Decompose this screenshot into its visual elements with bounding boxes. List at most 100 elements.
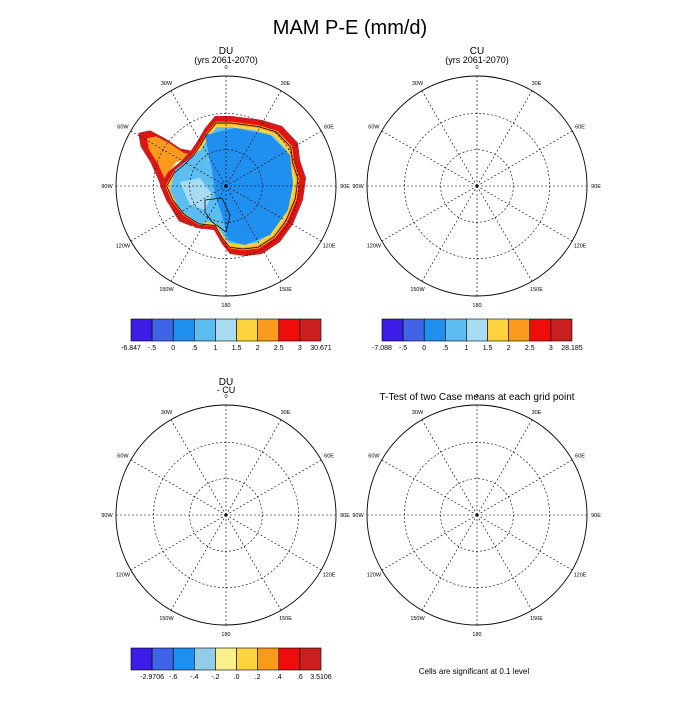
colorbar-swatch <box>299 318 322 342</box>
colorbar-swatch <box>508 318 531 342</box>
lon-label: 30W <box>161 410 173 416</box>
meridian-line <box>421 185 478 282</box>
colorbar: -6.847 -.5 0 .5 1 1.5 2 2.5 3 30.671 <box>121 318 332 352</box>
colorbar-swatch <box>257 318 280 342</box>
lon-label: 150W <box>410 616 425 622</box>
colorbar-label: -7.088 <box>372 345 392 352</box>
lon-label: 60E <box>324 125 334 131</box>
lon-label: 30W <box>161 81 173 87</box>
panel-subtitle: (yrs 2061-2070) <box>194 55 258 65</box>
colorbar-swatch <box>278 318 301 342</box>
meridian-line <box>476 514 573 571</box>
lon-label: 30W <box>412 81 424 87</box>
meridian-line <box>225 514 282 611</box>
grid-overlay <box>115 75 337 297</box>
lon-label: 90W <box>101 513 113 519</box>
lon-label: 120E <box>323 573 336 579</box>
colorbar-label: 1 <box>464 345 468 352</box>
colorbar-label: 28.185 <box>561 345 583 352</box>
lon-label: 90E <box>591 184 601 190</box>
meridian-line <box>381 459 478 516</box>
meridian-line <box>381 185 478 242</box>
colorbar: -7.088 -.5 0 .5 1 1.5 2 2.5 3 28.185 <box>372 318 583 352</box>
meridian-line <box>225 419 282 516</box>
map-boundary <box>366 404 588 626</box>
colorbar-swatch <box>445 318 467 342</box>
colorbar-label: .6 <box>297 674 303 681</box>
lon-label: 150W <box>410 287 425 293</box>
lon-label: 60W <box>368 454 380 460</box>
colorbar-label: .5 <box>442 345 448 352</box>
significance-note: Cells are significant at 0.1 level <box>419 667 530 676</box>
lon-label: 180 <box>472 632 481 638</box>
panel-title: DU <box>219 46 233 57</box>
lon-label: 120W <box>367 244 382 250</box>
lon-label: 30E <box>532 81 542 87</box>
colorbar-swatch <box>529 318 552 342</box>
colorbar-swatch <box>299 647 322 671</box>
panel-ttest: T-Test of two Case means at each grid po… <box>352 392 601 676</box>
lon-label: 180 <box>221 303 230 309</box>
lon-label: 0 <box>475 394 478 400</box>
lon-label: 180 <box>472 303 481 309</box>
lon-label-group: 0 30E 60E 90E 120E 150E 180 150W 120W 90W 60W 30W <box>352 394 601 638</box>
meridian-line <box>381 130 478 187</box>
lon-label: 120E <box>323 244 336 250</box>
colorbar-swatch <box>236 318 258 342</box>
lon-label: 30E <box>281 81 291 87</box>
meridian-line <box>476 185 573 242</box>
lon-label: 150W <box>159 616 174 622</box>
meridian-line <box>476 90 533 187</box>
lon-label: 30W <box>412 410 424 416</box>
colorbar-label: 2.5 <box>274 345 284 352</box>
colorbar-swatch <box>423 318 446 342</box>
meridian-line <box>170 419 227 516</box>
lon-label: 0 <box>224 65 227 71</box>
lon-label: 90W <box>352 184 364 190</box>
colorbar-swatch <box>278 647 301 671</box>
lon-label: 120W <box>116 244 131 250</box>
lon-label: 120W <box>367 573 382 579</box>
lon-label: 0 <box>475 65 478 71</box>
colorbar-swatch <box>172 318 195 342</box>
colorbar-label: 3 <box>549 345 553 352</box>
colorbar-label: 1.5 <box>483 345 493 352</box>
panel-subtitle: (yrs 2061-2070) <box>445 55 509 65</box>
colorbar-swatch <box>215 318 237 342</box>
lon-label: 60W <box>368 125 380 131</box>
meridian-line <box>476 514 533 611</box>
colorbar-label: 2 <box>256 345 260 352</box>
lon-label-group: 0 30E 60E 90E 120E 150E 180 150W 120W 90W 60W 30W <box>352 65 601 309</box>
colorbar-label: -.2 <box>211 674 219 681</box>
colorbar-swatch <box>381 318 404 342</box>
meridian-line <box>225 514 322 571</box>
colorbar-swatch <box>487 318 509 342</box>
colorbar-label: 2 <box>507 345 511 352</box>
lon-label: 120W <box>116 573 131 579</box>
colorbar-label: .0 <box>234 674 240 681</box>
grid-overlay <box>115 404 337 626</box>
panel-title: T-Test of two Case means at each grid po… <box>379 392 574 403</box>
lon-label: 30E <box>532 410 542 416</box>
lon-label: 180 <box>221 632 230 638</box>
colorbar-swatch <box>257 647 280 671</box>
lon-label: 150E <box>530 287 543 293</box>
lon-label: 150W <box>159 287 174 293</box>
colorbar-swatch <box>194 318 216 342</box>
meridian-line <box>476 459 573 516</box>
lon-label: 90E <box>340 184 350 190</box>
colorbar-label: -.5 <box>148 345 156 352</box>
meridian-line <box>170 514 227 611</box>
meridian-line <box>476 185 533 282</box>
lon-label: 30E <box>281 410 291 416</box>
lon-label: 90E <box>340 513 350 519</box>
colorbar: -2.9706 -.6 -.4 -.2 .0 .2 .4 .6 3.5106 <box>130 647 332 681</box>
lon-label: 150E <box>279 616 292 622</box>
colorbar-swatch <box>172 647 195 671</box>
colorbar-swatch <box>151 318 174 342</box>
panel-du: DU (yrs 2061-2070) 0 30E 60E 90E 120E 150E 180… <box>101 46 350 352</box>
colorbar-label: -.6 <box>169 674 177 681</box>
lon-label: 120E <box>574 573 587 579</box>
meridian-line <box>421 419 478 516</box>
